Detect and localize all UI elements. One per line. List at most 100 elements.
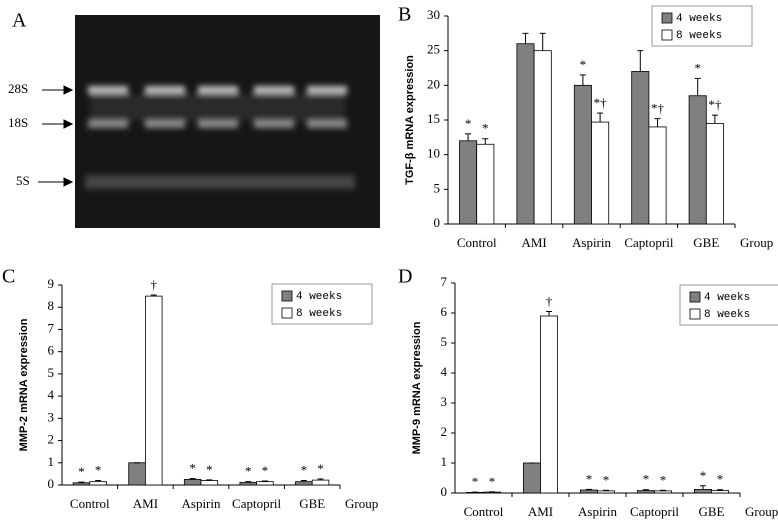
y-tick-label: 3 <box>48 409 55 424</box>
gel-image <box>75 15 380 228</box>
bar <box>540 315 559 494</box>
bar <box>516 43 535 225</box>
significance-marker: * <box>262 463 269 478</box>
x-axis-title: Group <box>745 504 778 519</box>
y-tick-label: 0 <box>441 484 448 499</box>
significance-marker: * <box>586 471 593 486</box>
y-tick-label: 5 <box>48 365 55 380</box>
y-tick-label: 1 <box>48 454 55 469</box>
band-label: 18S <box>8 115 28 130</box>
significance-marker: * <box>643 472 650 487</box>
legend-swatch <box>281 290 293 302</box>
legend-swatch <box>661 12 673 24</box>
bar <box>144 295 163 486</box>
bar <box>637 490 655 494</box>
x-tick-label: Aspirin <box>572 235 612 250</box>
x-tick-label: Control <box>457 235 497 250</box>
significance-marker: * <box>206 462 213 477</box>
significance-marker: † <box>150 277 157 292</box>
bar <box>89 481 107 486</box>
y-tick-label: 15 <box>427 111 440 126</box>
bar <box>523 462 541 494</box>
x-tick-label: GBE <box>299 496 325 511</box>
bar <box>694 488 712 494</box>
x-tick-label: AMI <box>528 504 553 519</box>
x-tick-label: Captopril <box>232 496 281 511</box>
y-tick-label: 0 <box>434 215 441 230</box>
x-tick-label: GBE <box>693 235 719 250</box>
bar <box>311 479 330 486</box>
significance-marker: *† <box>594 95 608 110</box>
band-label: 5S <box>16 173 30 188</box>
legend-swatch <box>689 308 701 320</box>
y-tick-label: 7 <box>441 274 448 289</box>
x-tick-label: AMI <box>133 496 158 511</box>
panel-label: B <box>398 4 411 26</box>
legend: 4 weeks 8 weeks <box>651 5 753 47</box>
panel-label: D <box>398 266 412 288</box>
x-tick-label: Captopril <box>630 504 679 519</box>
y-tick-label: 2 <box>441 424 448 439</box>
y-tick-label: 25 <box>427 42 440 57</box>
significance-marker: * <box>694 60 701 75</box>
bar <box>688 95 707 225</box>
y-tick-label: 4 <box>48 387 55 402</box>
y-tick-label: 20 <box>427 76 440 91</box>
legend: 4 weeks 8 weeks <box>679 284 778 326</box>
significance-marker: * <box>489 474 496 489</box>
y-tick-label: 5 <box>434 180 441 195</box>
x-tick-label: GBE <box>699 504 725 519</box>
legend-label: 4 weeks <box>676 13 722 25</box>
x-tick-label: AMI <box>521 235 546 250</box>
y-tick-label: 8 <box>48 298 55 313</box>
y-tick-label: 30 <box>427 7 440 22</box>
significance-marker: * <box>472 474 479 489</box>
x-tick-label: Control <box>464 504 504 519</box>
bar <box>476 143 495 225</box>
y-tick-label: 6 <box>48 343 55 358</box>
legend-label: 4 weeks <box>296 291 342 303</box>
y-tick-label: 7 <box>48 320 55 335</box>
x-axis-title: Group <box>345 496 378 511</box>
y-tick-label: 6 <box>441 304 448 319</box>
significance-marker: * <box>465 116 472 131</box>
bar <box>295 481 313 486</box>
legend-label: 4 weeks <box>704 292 750 304</box>
significance-marker: *† <box>651 101 665 116</box>
legend-label: 8 weeks <box>704 309 750 321</box>
significance-marker: * <box>482 121 489 136</box>
panel-label: C <box>2 266 15 288</box>
bar <box>597 490 616 494</box>
significance-marker: * <box>717 472 724 487</box>
gel-arrows <box>38 85 74 187</box>
significance-marker: † <box>546 293 553 308</box>
significance-marker: * <box>580 57 587 72</box>
significance-marker: * <box>301 463 308 478</box>
significance-marker: * <box>245 464 252 479</box>
x-tick-label: Captopril <box>624 235 673 250</box>
bar <box>459 140 478 225</box>
y-tick-label: 2 <box>48 432 55 447</box>
y-tick-label: 3 <box>441 394 448 409</box>
legend-label: 8 weeks <box>676 30 722 42</box>
bar <box>183 479 202 486</box>
y-axis-title: MMP-9 mRNA expression <box>411 321 423 454</box>
bar <box>591 121 610 225</box>
y-tick-label: 4 <box>441 364 448 379</box>
y-axis-title: TGF-β mRNA expression <box>404 55 416 185</box>
bar <box>580 489 598 494</box>
bar <box>705 123 724 225</box>
legend-label: 8 weeks <box>296 308 342 320</box>
significance-marker: * <box>317 461 324 476</box>
x-axis-title: Group <box>740 235 773 250</box>
bar <box>654 490 673 494</box>
y-tick-label: 0 <box>48 476 55 491</box>
significance-marker: *† <box>708 97 722 112</box>
x-tick-label: Control <box>70 496 110 511</box>
significance-marker: * <box>78 464 85 479</box>
bar <box>648 126 667 225</box>
bar <box>256 481 274 486</box>
y-tick-label: 10 <box>427 146 440 161</box>
bar <box>711 490 730 494</box>
legend: 4 weeks 8 weeks <box>271 283 373 325</box>
